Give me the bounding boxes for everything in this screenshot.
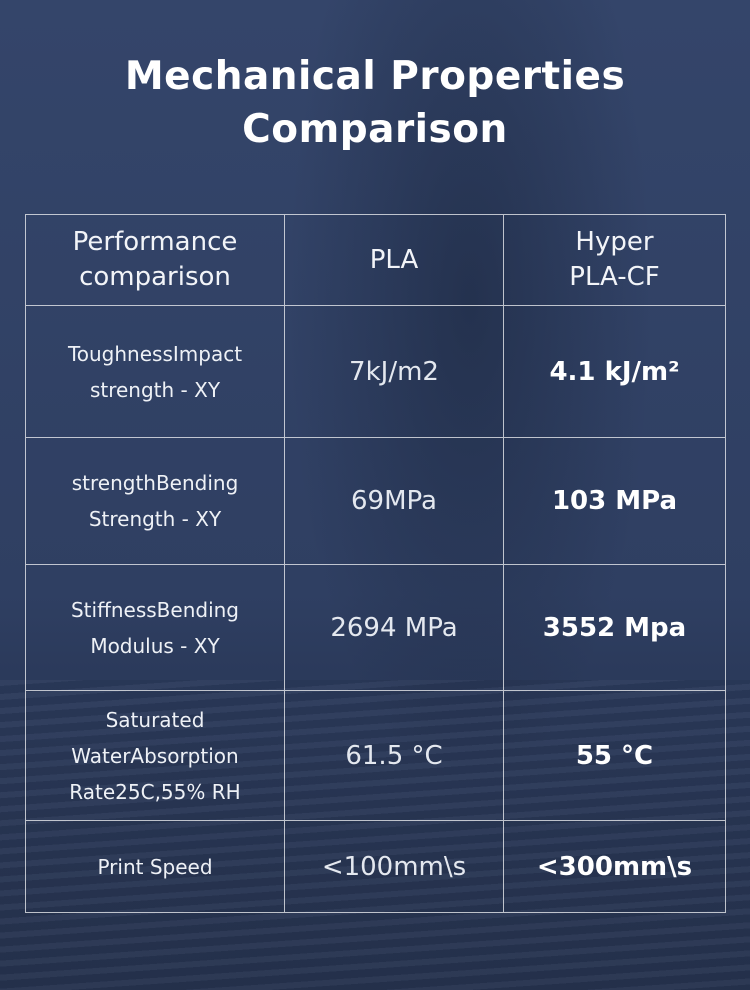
- cell-text: <300mm\s: [536, 851, 693, 882]
- table-cell: 61.5 °C: [285, 691, 504, 821]
- table-cell: PLA: [285, 215, 504, 306]
- table-cell: StiffnessBending Modulus - XY: [26, 565, 285, 691]
- cell-text: 7kJ/m2: [349, 356, 439, 387]
- cell-text: PLA: [369, 244, 419, 275]
- table-cell: 4.1 kJ/m²: [504, 306, 726, 438]
- table-cell: 7kJ/m2: [285, 306, 504, 438]
- background-texture: [0, 680, 750, 990]
- cell-text: Hyper PLA-CF: [569, 227, 660, 292]
- table-cell: <100mm\s: [285, 821, 504, 913]
- table-cell: ToughnessImpact strength - XY: [26, 306, 285, 438]
- table-cell: 69MPa: [285, 438, 504, 565]
- cell-text: 61.5 °C: [345, 740, 443, 771]
- table-cell: strengthBending Strength - XY: [26, 438, 285, 565]
- cell-text: <100mm\s: [321, 851, 467, 882]
- comparison-table: Performance comparison PLA Hyper PLA-CF Tou…: [25, 214, 726, 913]
- table-cell: <300mm\s: [504, 821, 726, 913]
- title: Mechanical Properties Comparison: [124, 54, 626, 152]
- cell-text: 55 °C: [575, 740, 654, 771]
- table-cell: 55 °C: [504, 691, 726, 821]
- cell-text: Performance comparison: [72, 227, 238, 292]
- table-cell: 103 MPa: [504, 438, 726, 565]
- cell-text: 103 MPa: [551, 486, 678, 516]
- cell-text: 69MPa: [351, 486, 437, 516]
- cell-text: 3552 Mpa: [542, 612, 687, 643]
- cell-text: 4.1 kJ/m²: [549, 356, 680, 387]
- cell-text: StiffnessBending Modulus - XY: [70, 597, 240, 658]
- table-cell: Print Speed: [26, 821, 285, 913]
- cell-text: 2694 MPa: [330, 612, 458, 643]
- table-cell: 2694 MPa: [285, 565, 504, 691]
- cell-text: Print Speed: [97, 854, 213, 879]
- table-cell: 3552 Mpa: [504, 565, 726, 691]
- cell-text: Saturated WaterAbsorption Rate25C,55% RH: [69, 707, 241, 804]
- cell-text: ToughnessImpact strength - XY: [67, 341, 243, 402]
- table-cell: Performance comparison: [26, 215, 285, 306]
- table-cell: Saturated WaterAbsorption Rate25C,55% RH: [26, 691, 285, 821]
- cell-text: strengthBending Strength - XY: [71, 471, 239, 531]
- table-cell: Hyper PLA-CF: [504, 215, 726, 306]
